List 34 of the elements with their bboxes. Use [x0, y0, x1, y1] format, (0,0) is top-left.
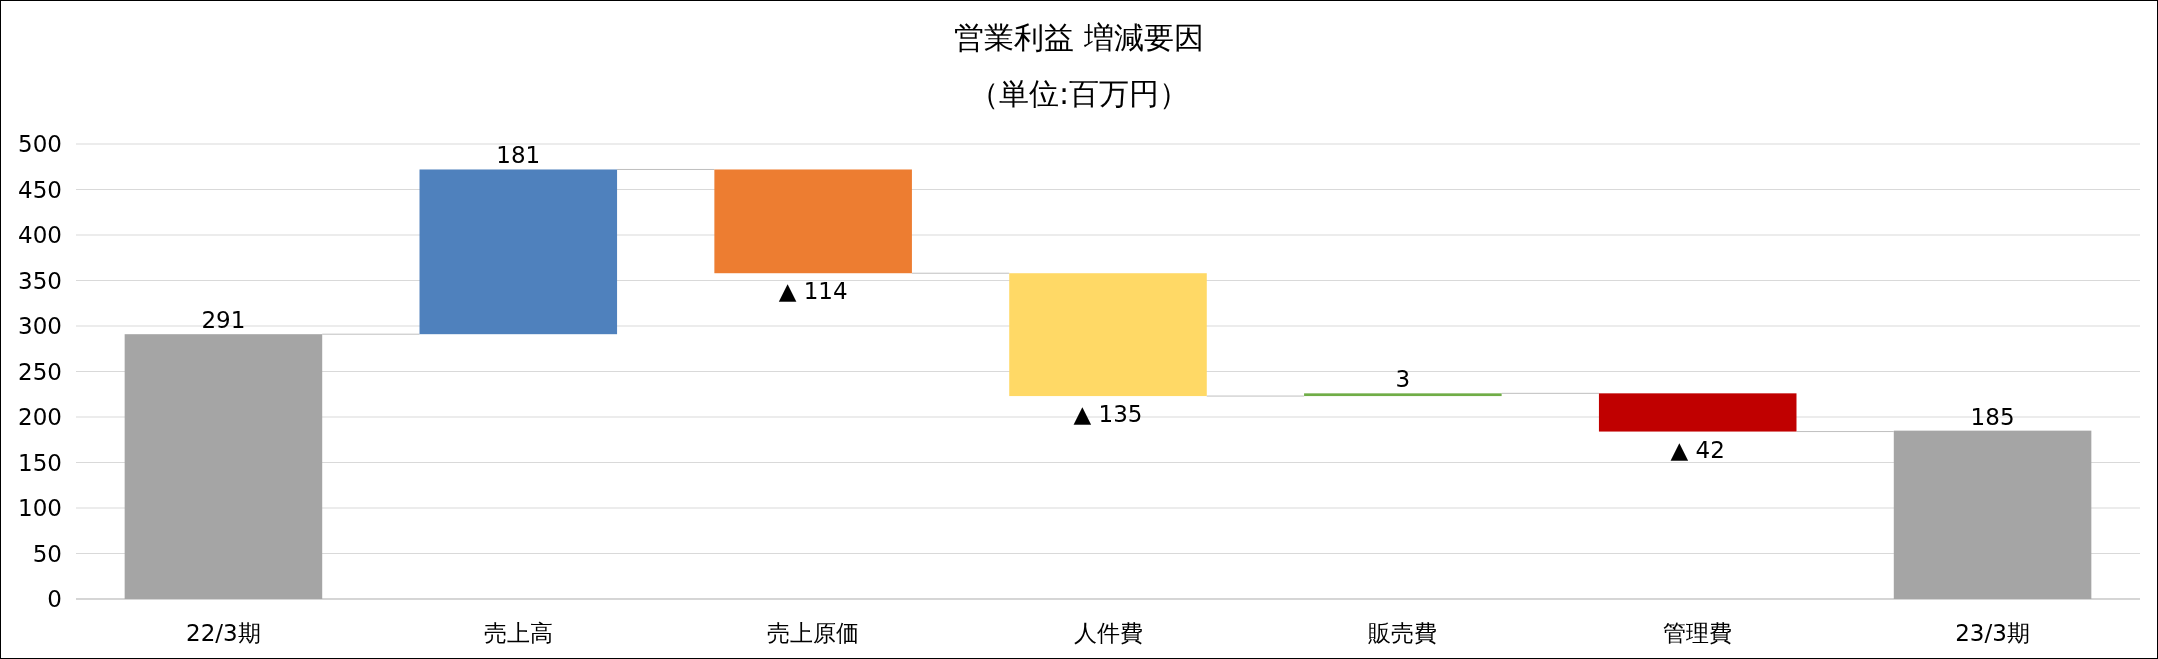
data-label: 3: [1395, 366, 1411, 393]
y-tick-label: 50: [32, 540, 62, 567]
y-tick-label: 450: [18, 176, 62, 203]
bar: [1009, 273, 1207, 397]
x-tick-label: 人件費: [1073, 620, 1143, 646]
y-tick-label: 200: [18, 404, 62, 431]
x-tick-label: 売上高: [483, 620, 553, 646]
chart-subtitle: （単位:百万円）: [968, 76, 1190, 111]
data-label: 291: [201, 307, 246, 334]
y-tick-label: 350: [18, 267, 62, 294]
y-tick-label: 250: [18, 358, 62, 385]
y-tick-label: 100: [18, 495, 62, 522]
y-tick-label: 400: [18, 222, 62, 249]
chart-title: 営業利益 増減要因: [954, 20, 1204, 55]
data-label: 185: [1970, 403, 2015, 430]
bar: [419, 169, 618, 335]
bar: [124, 334, 323, 599]
bar: [714, 169, 912, 274]
y-tick-label: 500: [18, 131, 62, 158]
data-label: ▲ 135: [1073, 401, 1143, 428]
bar: [1304, 393, 1502, 397]
x-tick-label: 売上原価: [767, 620, 860, 646]
bar: [1598, 393, 1797, 432]
y-tick-label: 0: [47, 586, 62, 613]
data-label: ▲ 42: [1670, 436, 1725, 463]
data-label: ▲ 114: [778, 278, 848, 305]
x-tick-label: 22/3期: [186, 620, 261, 646]
x-tick-label: 管理費: [1663, 620, 1733, 646]
y-tick-label: 150: [18, 449, 62, 476]
y-tick-label: 300: [18, 313, 62, 340]
bar: [1893, 430, 2092, 599]
x-tick-label: 販売費: [1368, 620, 1438, 646]
x-tick-label: 23/3期: [1955, 620, 2030, 646]
data-label: 181: [496, 142, 541, 169]
